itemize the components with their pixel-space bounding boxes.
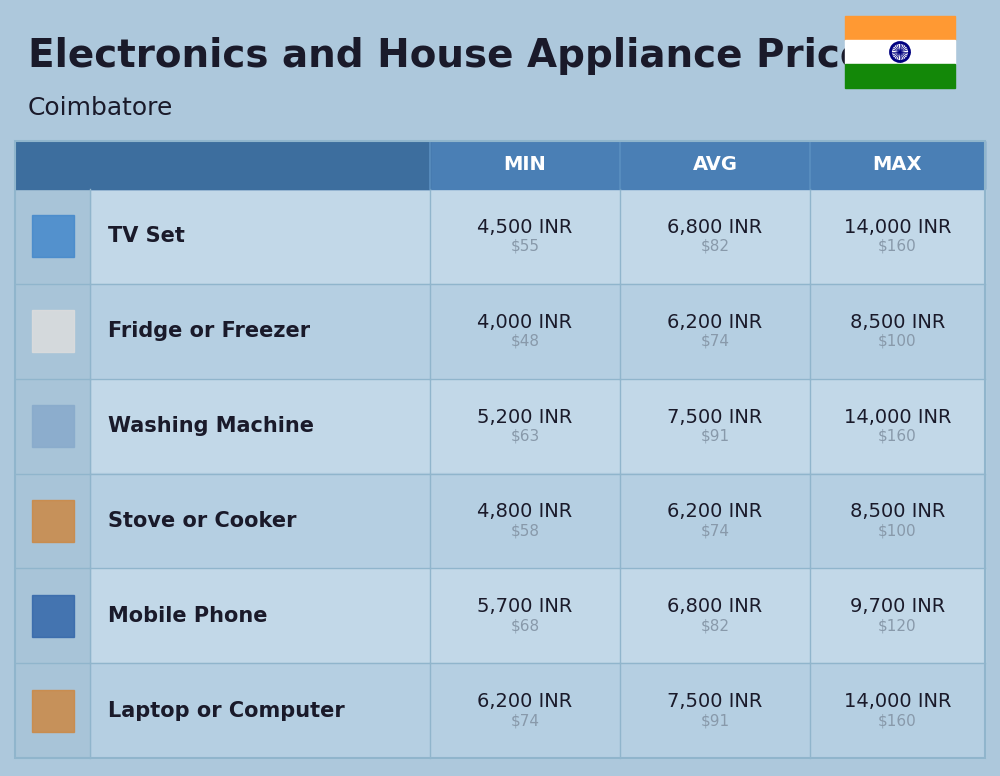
Text: 6,200 INR: 6,200 INR bbox=[667, 313, 763, 332]
Text: 6,200 INR: 6,200 INR bbox=[667, 502, 763, 521]
Bar bbox=[845, 40, 955, 64]
Text: $63: $63 bbox=[510, 428, 540, 444]
Text: $100: $100 bbox=[878, 524, 917, 539]
Text: AVG: AVG bbox=[692, 155, 738, 175]
Text: $91: $91 bbox=[700, 713, 730, 728]
Text: $91: $91 bbox=[700, 428, 730, 444]
Bar bbox=[15, 473, 985, 568]
Text: 5,200 INR: 5,200 INR bbox=[477, 407, 573, 427]
Text: 4,800 INR: 4,800 INR bbox=[477, 502, 573, 521]
Text: TV Set: TV Set bbox=[108, 227, 185, 247]
Bar bbox=[15, 141, 985, 758]
Text: Laptop or Computer: Laptop or Computer bbox=[108, 701, 345, 721]
Bar bbox=[15, 379, 985, 473]
Text: 6,200 INR: 6,200 INR bbox=[477, 692, 573, 711]
Text: 14,000 INR: 14,000 INR bbox=[844, 218, 951, 237]
Text: $120: $120 bbox=[878, 618, 917, 633]
Text: $160: $160 bbox=[878, 428, 917, 444]
Bar bbox=[15, 568, 90, 663]
Text: 5,700 INR: 5,700 INR bbox=[477, 598, 573, 616]
Text: 8,500 INR: 8,500 INR bbox=[850, 502, 945, 521]
Bar bbox=[15, 189, 90, 284]
Bar bbox=[15, 141, 430, 189]
Bar bbox=[845, 16, 955, 40]
Text: 14,000 INR: 14,000 INR bbox=[844, 692, 951, 711]
Bar bbox=[32, 690, 74, 732]
Bar bbox=[32, 405, 74, 447]
Bar bbox=[15, 568, 985, 663]
Text: $82: $82 bbox=[700, 239, 730, 254]
Text: $58: $58 bbox=[511, 524, 540, 539]
Text: Electronics and House Appliance Prices: Electronics and House Appliance Prices bbox=[28, 37, 889, 75]
Text: Washing Machine: Washing Machine bbox=[108, 416, 314, 436]
Text: $160: $160 bbox=[878, 713, 917, 728]
Bar bbox=[15, 663, 985, 758]
Bar bbox=[15, 663, 90, 758]
Text: $55: $55 bbox=[511, 239, 540, 254]
Text: Coimbatore: Coimbatore bbox=[28, 96, 173, 120]
Text: $74: $74 bbox=[700, 334, 730, 348]
Text: 4,500 INR: 4,500 INR bbox=[477, 218, 573, 237]
Text: MAX: MAX bbox=[873, 155, 922, 175]
Text: 8,500 INR: 8,500 INR bbox=[850, 313, 945, 332]
Text: MIN: MIN bbox=[504, 155, 546, 175]
Text: 6,800 INR: 6,800 INR bbox=[667, 218, 763, 237]
Bar bbox=[32, 310, 74, 352]
Text: $82: $82 bbox=[700, 618, 730, 633]
Text: Stove or Cooker: Stove or Cooker bbox=[108, 511, 296, 531]
Text: 14,000 INR: 14,000 INR bbox=[844, 407, 951, 427]
Bar bbox=[845, 64, 955, 88]
Bar bbox=[15, 141, 985, 189]
Text: $48: $48 bbox=[511, 334, 540, 348]
Bar bbox=[15, 473, 90, 568]
Bar bbox=[32, 500, 74, 542]
Bar bbox=[15, 379, 90, 473]
Bar bbox=[32, 594, 74, 637]
Text: $68: $68 bbox=[510, 618, 540, 633]
Bar bbox=[15, 189, 985, 284]
Text: Mobile Phone: Mobile Phone bbox=[108, 606, 268, 625]
Text: 6,800 INR: 6,800 INR bbox=[667, 598, 763, 616]
Text: $74: $74 bbox=[511, 713, 540, 728]
Text: $100: $100 bbox=[878, 334, 917, 348]
Bar bbox=[15, 284, 985, 379]
Text: 7,500 INR: 7,500 INR bbox=[667, 692, 763, 711]
Text: Fridge or Freezer: Fridge or Freezer bbox=[108, 321, 310, 341]
Text: $160: $160 bbox=[878, 239, 917, 254]
Text: 7,500 INR: 7,500 INR bbox=[667, 407, 763, 427]
Bar bbox=[15, 284, 90, 379]
Text: $74: $74 bbox=[700, 524, 730, 539]
Bar bbox=[32, 216, 74, 258]
Text: 4,000 INR: 4,000 INR bbox=[477, 313, 573, 332]
Text: 9,700 INR: 9,700 INR bbox=[850, 598, 945, 616]
